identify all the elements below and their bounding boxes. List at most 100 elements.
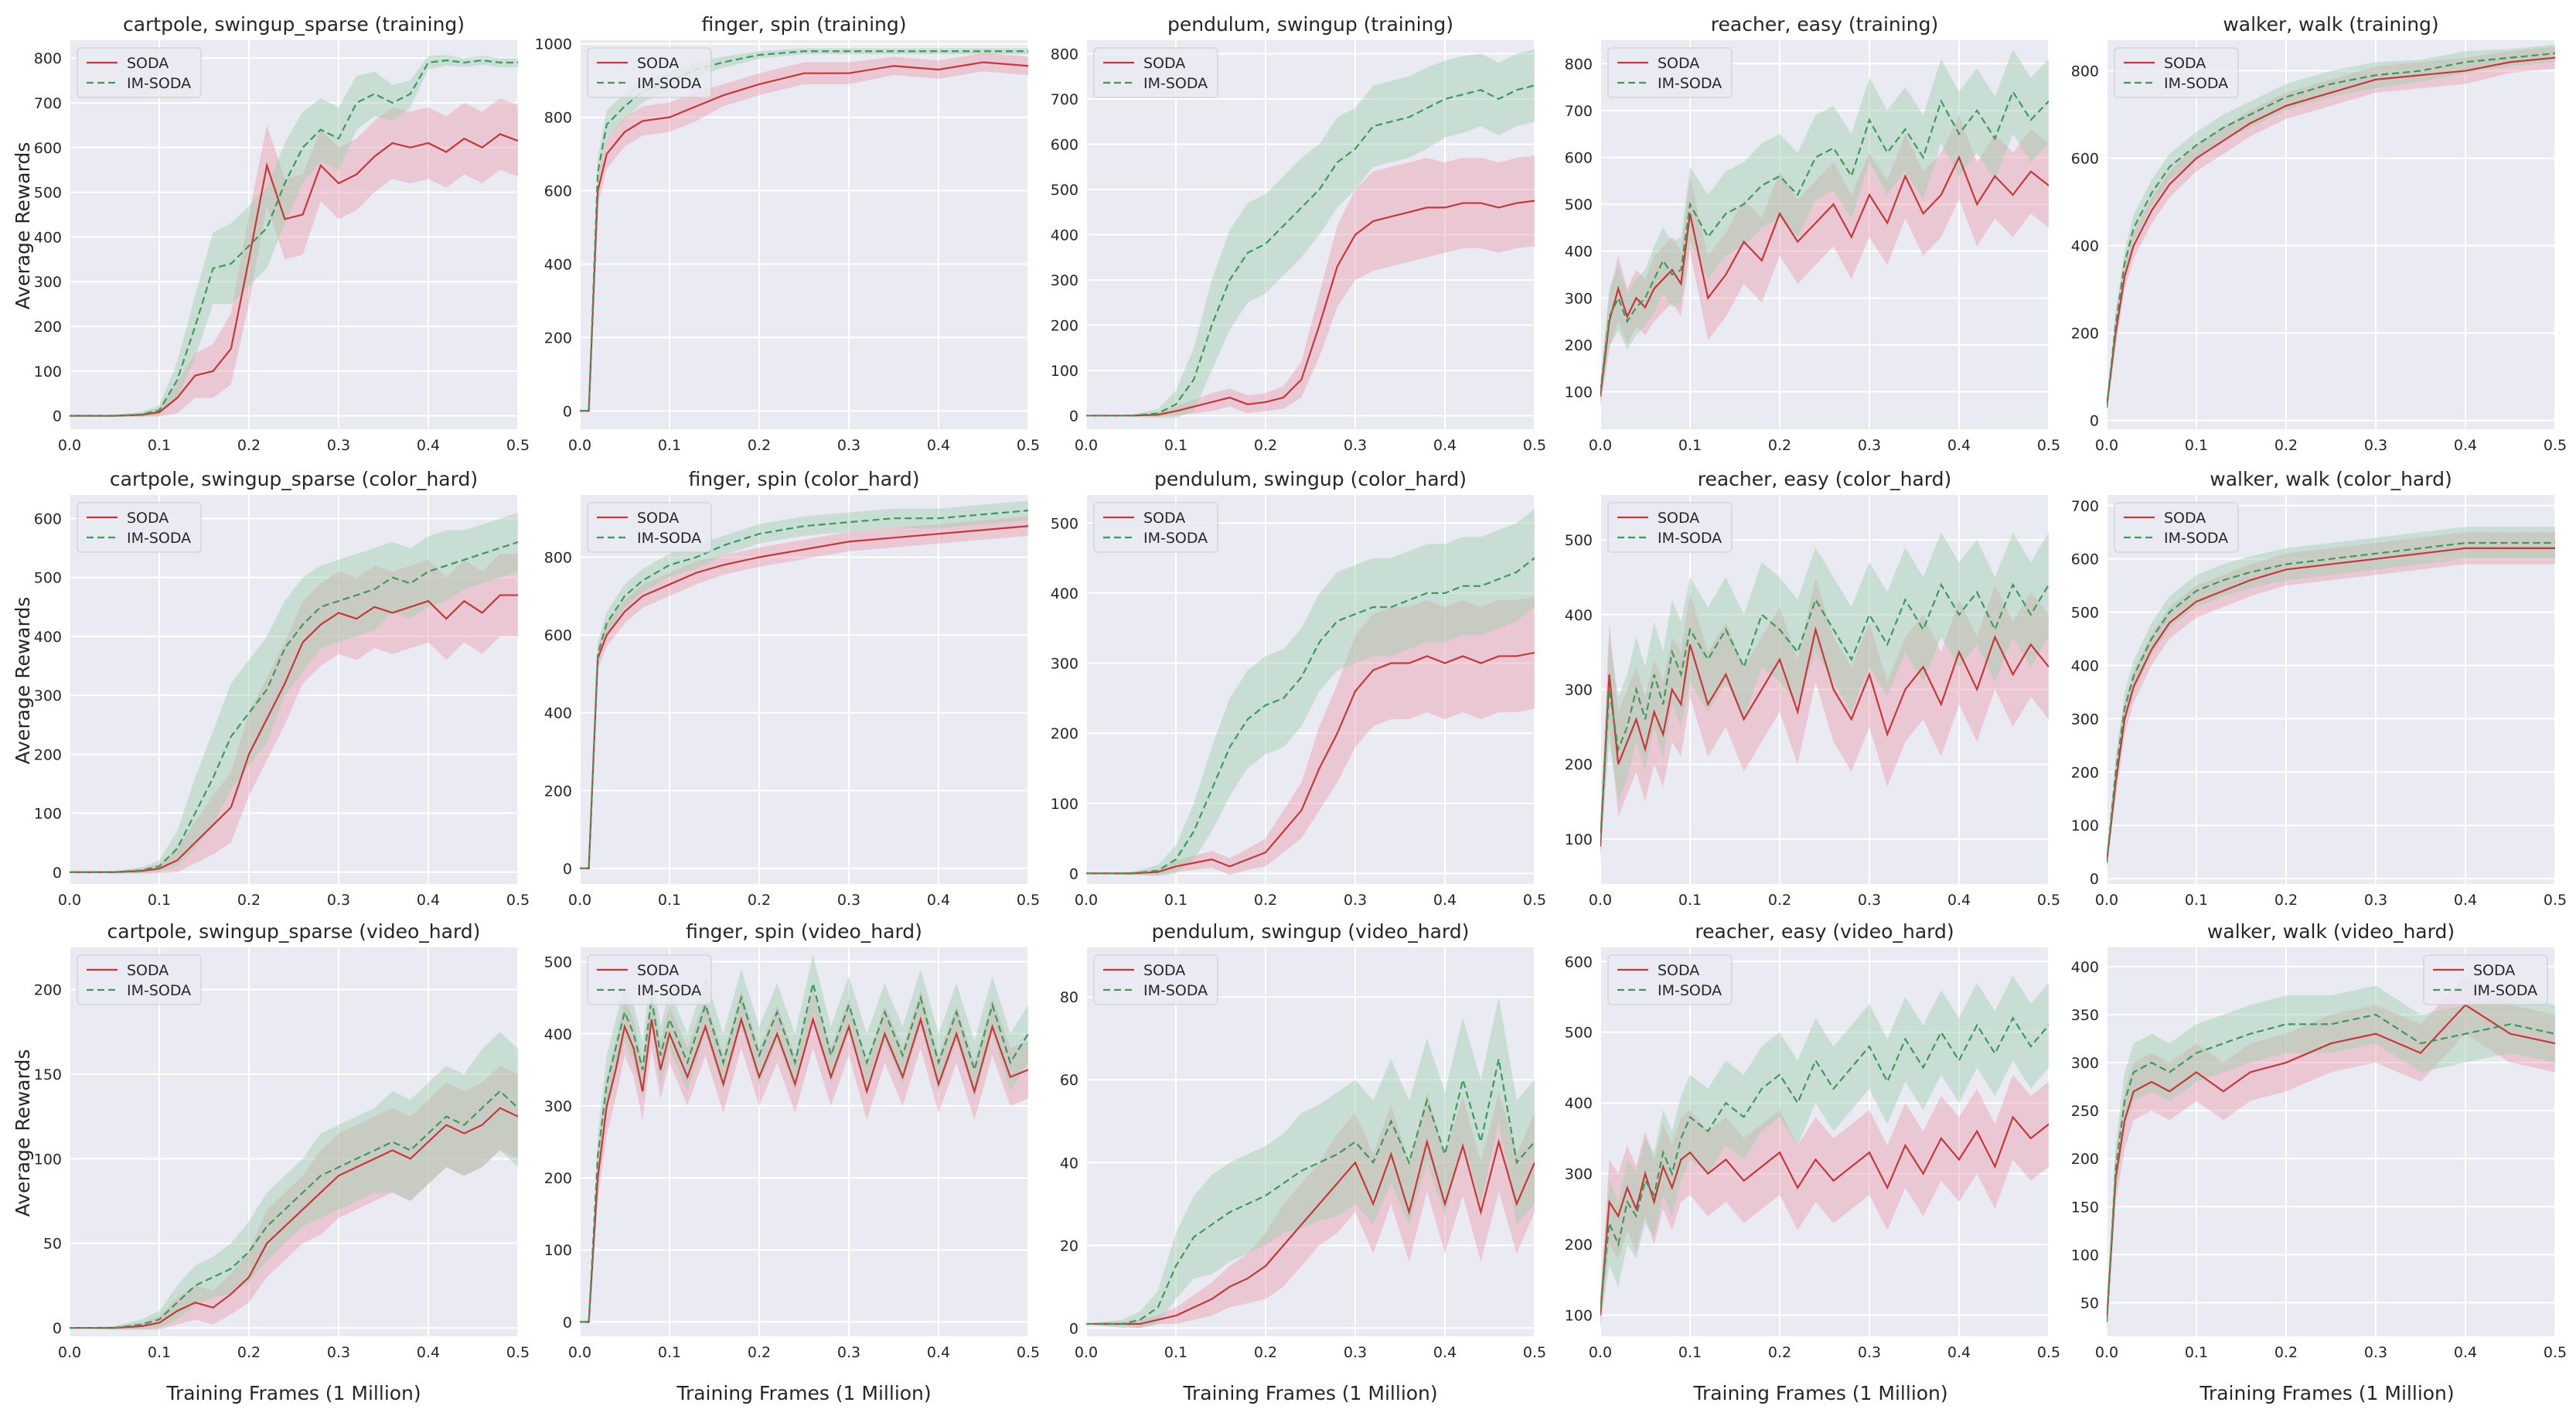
x-tick-label: 0.5 — [2037, 1344, 2060, 1361]
y-tick-label: 500 — [1565, 196, 1593, 213]
x-tick-label: 0.3 — [327, 1344, 350, 1361]
band-soda — [580, 990, 1028, 1324]
chart-panel-13: 0.0 0.1 0.2 0.3 0.4 0.5 0 20 40 60 80 pendulum, swi… — [1060, 920, 1546, 1361]
x-tick-label: 0.3 — [2364, 1344, 2387, 1361]
legend-label-soda: SODA — [1143, 55, 1185, 72]
x-tick-label: 0.1 — [1678, 437, 1702, 454]
x-tick-label: 0.4 — [1947, 1344, 1971, 1361]
legend-label-imsoda: IM-SODA — [1658, 982, 1722, 999]
y-tick-label: 600 — [2071, 151, 2099, 168]
chart-title: cartpole, swingup_sparse (training) — [123, 13, 465, 36]
legend-label-imsoda: IM-SODA — [1143, 982, 1208, 999]
y-tick-label: 400 — [544, 705, 572, 722]
x-tick-label: 0.0 — [1075, 892, 1098, 909]
series-line-imsoda — [1600, 90, 2049, 392]
chart-panel-14: 0.0 0.1 0.2 0.3 0.4 0.5 100 200 300 400 500 600 reac… — [1565, 920, 2060, 1361]
legend-box — [587, 502, 712, 553]
legend-label-soda: SODA — [637, 55, 679, 72]
y-tick-label: 600 — [34, 140, 62, 157]
legend-label-imsoda: IM-SODA — [127, 530, 191, 547]
plot-content — [70, 1032, 518, 1330]
band-soda — [1086, 596, 1535, 875]
legend-label-soda: SODA — [1143, 962, 1185, 979]
legend: SODA IM-SODA — [1093, 954, 1218, 1005]
y-tick-label: 500 — [34, 185, 62, 202]
series-line-soda — [1600, 1115, 2049, 1315]
y-tick-label: 500 — [544, 954, 572, 971]
series-line-soda — [1600, 155, 2049, 397]
legend: SODA IM-SODA — [1607, 47, 1733, 98]
y-tick-label: 80 — [1060, 989, 1078, 1006]
legend-label-soda: SODA — [2473, 962, 2515, 979]
y-tick-label: 200 — [1051, 725, 1078, 742]
y-tick-label: 400 — [1565, 1095, 1593, 1112]
plot-area — [1086, 495, 1535, 884]
chart-title: walker, walk (training) — [2223, 13, 2438, 36]
panels: 0.0 0.1 0.2 0.3 0.4 0.50100200300400500600700… — [34, 13, 2567, 1361]
plot-area — [1600, 947, 2049, 1336]
y-tick-label: 600 — [544, 627, 572, 644]
x-tick-label: 0.5 — [2544, 1344, 2567, 1361]
legend-box — [1607, 47, 1733, 98]
chart-panel-1: 0.0 0.1 0.2 0.3 0.4 0.5 0 100 200 300 400 500 600 700… — [34, 13, 530, 454]
legend: SODA IM-SODA — [1093, 502, 1218, 553]
y-tick-label: 500 — [1051, 182, 1078, 199]
chart-panel-9: 0.0 0.1 0.2 0.3 0.4 0.5 100 200 300 400 500 reacher… — [1565, 468, 2060, 909]
x-tick-label: 0.4 — [417, 1344, 440, 1361]
y-tick-label: 600 — [2071, 551, 2099, 568]
legend-label-imsoda: IM-SODA — [1143, 530, 1208, 547]
plot-area — [1600, 40, 2049, 429]
x-tick-label: 0.3 — [1344, 892, 1367, 909]
legend-box — [2114, 47, 2239, 98]
y-tick-label: 1000 — [535, 36, 572, 53]
chart-panel-5: 0.0 0.1 0.2 0.3 0.4 0.5 0 200 400 600 800 walker, w… — [2071, 13, 2567, 454]
plot-area — [70, 40, 518, 429]
series-line-soda — [1086, 200, 1535, 417]
x-tick-label: 0.2 — [748, 892, 771, 909]
y-tick-label: 600 — [1051, 137, 1078, 154]
chart-panel-6: 0.0 0.1 0.2 0.3 0.4 0.5 0 100 200 300 400 500 600 car… — [34, 468, 530, 909]
x-tick-label: 0.5 — [2037, 437, 2060, 454]
x-tick-label: 0.0 — [568, 437, 591, 454]
x-tick-label: 0.0 — [1589, 437, 1612, 454]
legend-label-soda: SODA — [127, 510, 169, 527]
legend-label-soda: SODA — [1658, 510, 1699, 527]
chart-panel-2: 0.0 0.1 0.2 0.3 0.4 0.5 0 200 400 600 800 1000 finge… — [535, 13, 1040, 454]
band-imsoda — [1600, 532, 2049, 855]
x-tick-label: 0.1 — [1164, 892, 1187, 909]
y-tick-label: 0 — [53, 865, 62, 882]
band-imsoda — [1086, 509, 1535, 877]
x-tick-label: 0.5 — [1523, 1344, 1546, 1361]
band-soda — [1600, 1074, 2049, 1329]
plot-content — [70, 55, 518, 417]
x-tick-label: 0.3 — [1858, 892, 1881, 909]
legend: SODA IM-SODA — [1607, 502, 1733, 553]
x-tick-label: 0.2 — [748, 1344, 771, 1361]
x-tick-label: 0.0 — [1589, 892, 1612, 909]
y-tick-label: 250 — [2071, 1103, 2099, 1120]
y-tick-label: 100 — [1565, 1308, 1593, 1325]
legend-label-imsoda: IM-SODA — [2164, 75, 2228, 92]
x-tick-label: 0.5 — [1017, 1344, 1040, 1361]
chart-title: pendulum, swingup (video_hard) — [1152, 920, 1470, 943]
legend-box — [587, 954, 712, 1005]
x-tick-label: 0.3 — [837, 1344, 860, 1361]
series-line-soda — [580, 525, 1028, 869]
chart-panel-3: 0.0 0.1 0.2 0.3 0.4 0.5 0 100 200 300 400 500 600 700… — [1051, 13, 1546, 454]
plot-area — [580, 40, 1028, 429]
y-tick-label: 500 — [1051, 515, 1078, 532]
legend: SODA IM-SODA — [1093, 47, 1218, 98]
x-tick-label: 0.1 — [1678, 1344, 1702, 1361]
chart-title: walker, walk (video_hard) — [2207, 920, 2455, 943]
x-tick-label: 0.1 — [658, 437, 681, 454]
chart-panel-15: 0.0 0.1 0.2 0.3 0.4 0.5 50 100 150 200 250 300 350 40… — [2071, 920, 2567, 1361]
x-tick-label: 0.5 — [506, 892, 530, 909]
y-tick-label: 200 — [544, 783, 572, 800]
x-tick-label: 0.0 — [568, 892, 591, 909]
legend-label-soda: SODA — [637, 510, 679, 527]
x-tick-label: 0.3 — [1858, 1344, 1881, 1361]
y-tick-label: 150 — [34, 1066, 62, 1083]
series-line-imsoda — [2107, 1013, 2555, 1322]
chart-title: reacher, easy (training) — [1711, 13, 1938, 36]
series-line-imsoda — [70, 541, 518, 873]
